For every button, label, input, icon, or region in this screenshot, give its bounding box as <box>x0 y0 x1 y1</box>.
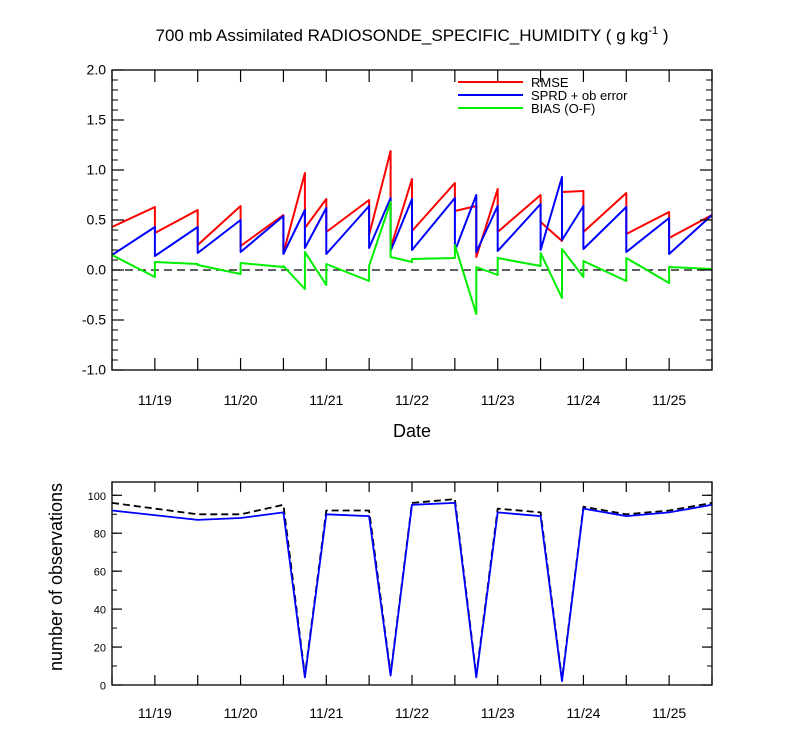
chart-title-text: 700 mb Assimilated RADIOSONDE_SPECIFIC_H… <box>156 26 649 45</box>
series-line-assimilated-observations <box>111 502 713 683</box>
x-tick-label: 11/22 <box>395 705 429 721</box>
bottom-axis-ticks: 0 20 40 60 80 100 11/19 11/20 11/21 11/22 11/23 11/… <box>88 482 713 721</box>
legend-label: BIAS (O-F) <box>531 101 595 116</box>
x-tick-label: 11/20 <box>224 705 258 721</box>
y-axis-title-observations: number of observations <box>46 483 66 671</box>
top-plot: -1.0 -0.5 0.0 0.5 1.0 1.5 2.0 11/19 11/20 11/21 11… <box>82 62 713 408</box>
x-tick-label: 11/23 <box>481 392 515 408</box>
y-tick-label: 0.5 <box>87 212 107 228</box>
y-tick-label: 2.0 <box>87 62 107 78</box>
y-tick-label: 20 <box>94 643 106 655</box>
x-tick-label: 11/25 <box>652 705 686 721</box>
x-tick-label: 11/19 <box>138 392 172 408</box>
x-tick-label: 11/24 <box>566 705 600 721</box>
x-tick-label: 11/21 <box>309 705 343 721</box>
top-series-group <box>111 150 713 315</box>
x-tick-label: 11/24 <box>566 392 600 408</box>
y-tick-label: -1.0 <box>82 362 106 378</box>
series-line-sprd-ob-error <box>111 176 713 257</box>
legend-label: SPRD + ob error <box>531 88 628 103</box>
y-tick-label: 100 <box>88 491 106 503</box>
series-line-bias-o-f <box>111 201 713 315</box>
legend-label: RMSE <box>531 75 569 90</box>
y-tick-label: 0.0 <box>87 262 107 278</box>
chart-title: 700 mb Assimilated RADIOSONDE_SPECIFIC_H… <box>156 25 669 45</box>
x-tick-label: 11/19 <box>138 705 172 721</box>
series-line-total-observations <box>111 498 713 681</box>
y-tick-label: 0 <box>100 681 106 693</box>
y-tick-label: 60 <box>94 567 106 579</box>
x-tick-label: 11/23 <box>481 705 515 721</box>
y-tick-label: -0.5 <box>82 312 106 328</box>
x-tick-label: 11/21 <box>309 392 343 408</box>
x-tick-label: 11/22 <box>395 392 429 408</box>
chart-title-superscript: -1 <box>648 25 658 37</box>
y-tick-label: 1.0 <box>87 162 107 178</box>
top-axis-ticks: -1.0 -0.5 0.0 0.5 1.0 1.5 2.0 11/19 11/20 11/21 11… <box>82 62 713 408</box>
y-tick-label: 1.5 <box>87 112 107 128</box>
x-tick-label: 11/20 <box>224 392 258 408</box>
y-tick-label: 80 <box>94 529 106 541</box>
chart-title-suffix: ) <box>658 26 668 45</box>
x-tick-label: 11/25 <box>652 392 686 408</box>
bottom-plot-frame <box>111 481 713 686</box>
bottom-plot: 0 20 40 60 80 100 11/19 11/20 11/21 11/22 11/23 11/… <box>88 481 713 721</box>
x-axis-title: Date <box>393 421 431 441</box>
y-tick-label: 40 <box>94 605 106 617</box>
bottom-series-group <box>111 498 713 683</box>
